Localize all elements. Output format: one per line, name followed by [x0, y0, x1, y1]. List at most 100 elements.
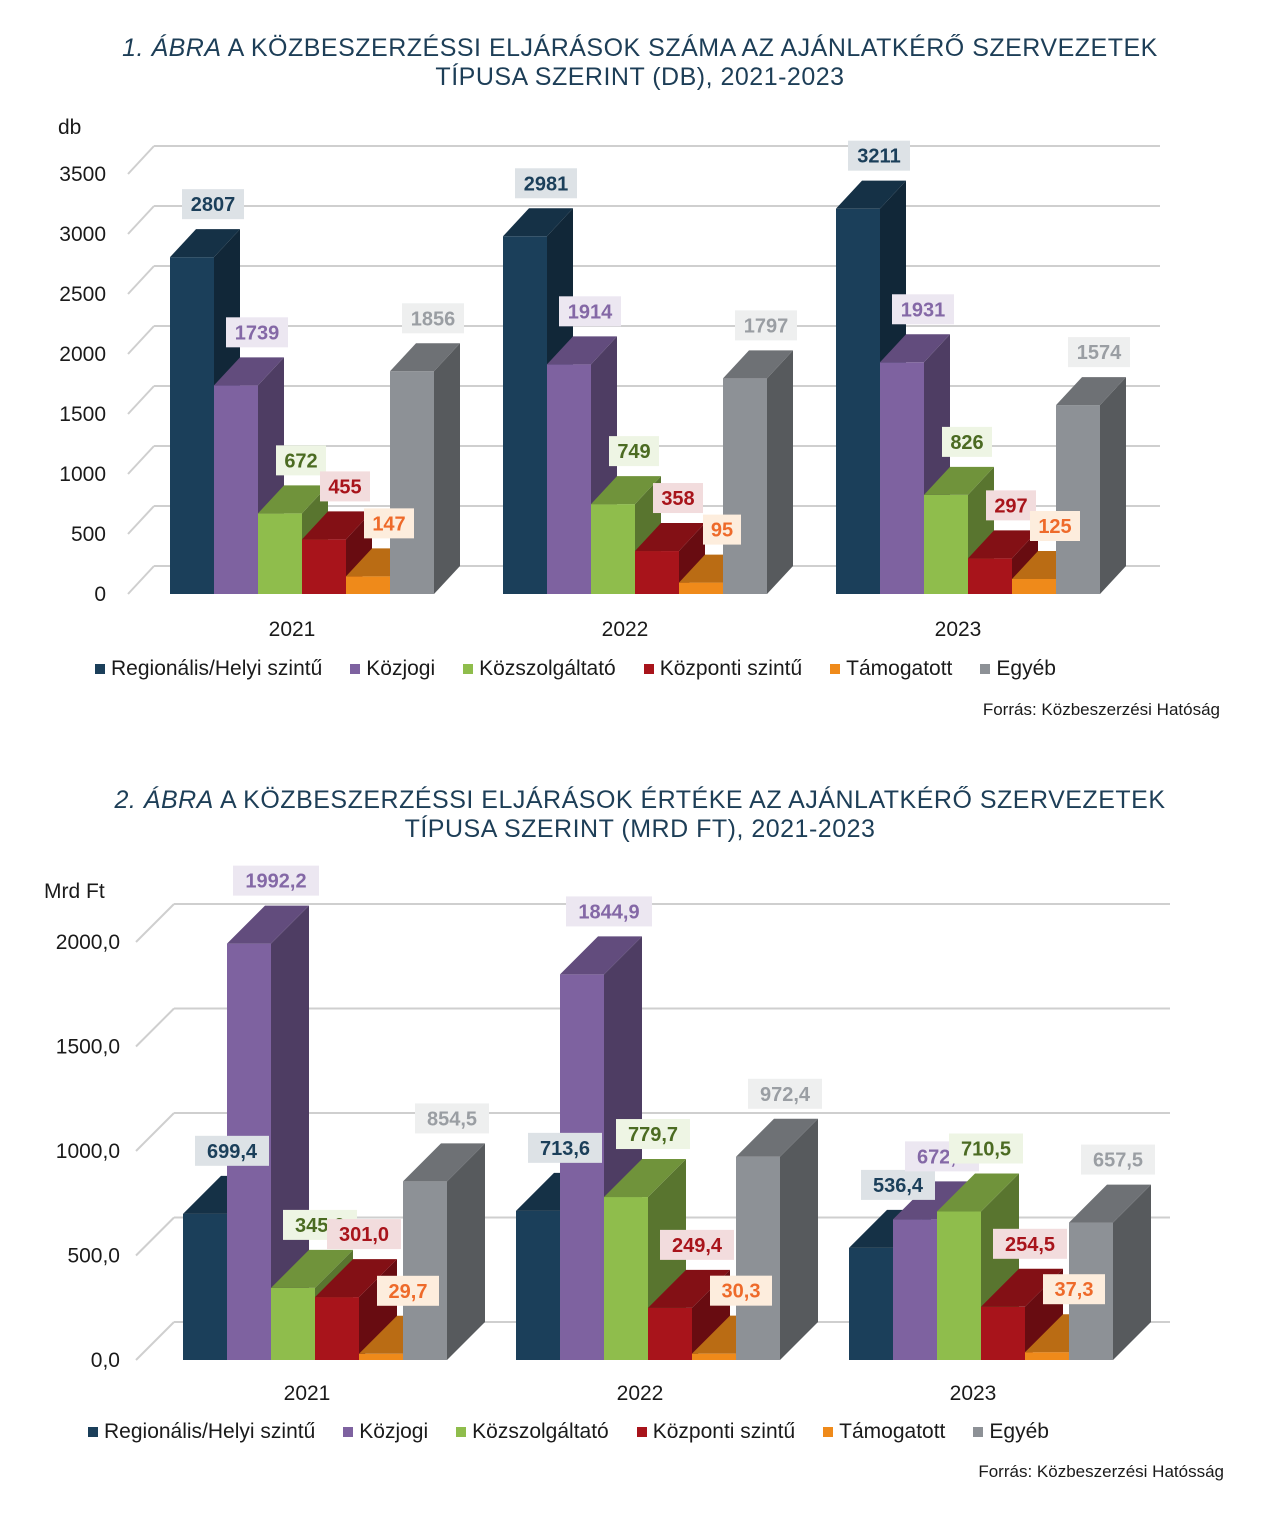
bar-front	[1012, 579, 1056, 594]
bar-front	[271, 1287, 315, 1360]
legend-label: Támogatott	[839, 1420, 946, 1443]
legend-item: Központi szintű	[643, 657, 803, 681]
data-label-background	[364, 508, 414, 539]
data-label: 826	[950, 432, 983, 454]
bar-top	[604, 1159, 686, 1198]
data-label: 2981	[524, 173, 569, 195]
bar-top	[968, 530, 1038, 559]
bar-front	[679, 582, 723, 594]
bar-top	[635, 523, 705, 552]
chart-source: Forrás: Közbeszerzési Hatósság	[978, 1462, 1224, 1481]
bar-front	[183, 1213, 227, 1360]
data-label: 30,3	[722, 1281, 761, 1303]
legend-item: Közszolgáltató	[456, 1420, 609, 1444]
bar-top	[924, 466, 994, 495]
bar-front	[635, 551, 679, 594]
legend-swatch	[95, 664, 105, 674]
bar-top	[836, 180, 906, 209]
data-label-background	[986, 490, 1036, 521]
chart-title-number: 2. ÁBRA	[114, 786, 214, 814]
bar-front	[924, 494, 968, 594]
bar-front	[302, 539, 346, 594]
legend-item: Támogatott	[823, 1420, 945, 1444]
bar-top	[591, 476, 661, 505]
legend-item: Egyéb	[973, 1420, 1049, 1444]
y-tick-label: 1000	[59, 463, 106, 486]
y-tick-label: 0,0	[91, 1349, 120, 1372]
x-category-label: 2021	[284, 1382, 331, 1405]
y-tick-label: 2000	[59, 343, 106, 366]
data-label-background	[528, 1132, 602, 1163]
y-tick-label: 1500,0	[56, 1036, 120, 1059]
data-label-background	[710, 1275, 772, 1306]
bar-front	[836, 208, 880, 594]
y-tick-label: 500,0	[67, 1245, 120, 1268]
bar-front	[1025, 1352, 1069, 1360]
gridline-diagonal	[127, 565, 155, 595]
chart-plot-area: Mrd Ft 0,0 500,0 1000,0 1500,0 2000,0 2021 2022…	[44, 865, 1170, 1405]
y-tick-label: 2500	[59, 283, 106, 306]
chart-1: 1. ÁBRA A KÖZBESZERZÉSSI ELJÁRÁSOK SZÁMA…	[0, 0, 1280, 740]
gridline-diagonal	[135, 1112, 175, 1152]
data-label: 125	[1038, 516, 1071, 538]
gridline-diagonal	[127, 205, 155, 235]
bar-top	[893, 1181, 975, 1220]
bar-top	[723, 350, 793, 379]
x-category-label: 2023	[950, 1382, 997, 1405]
data-label-background	[515, 168, 577, 199]
bar-top	[302, 511, 372, 540]
gridline-diagonal	[127, 265, 155, 295]
gridline-diagonal	[127, 325, 155, 355]
chart-title-text: A KÖZBESZERZÉSSI ELJÁRÁSOK SZÁMA AZ AJÁN…	[227, 34, 1158, 62]
chart-title-line-2: TÍPUSA SZERINT (MRD FT), 2021-2023	[404, 815, 876, 843]
data-label: 713,6	[540, 1138, 590, 1160]
bar-front	[723, 378, 767, 594]
bar	[1056, 377, 1126, 594]
chart-title: 2. ÁBRA A KÖZBESZERZÉSSI ELJÁRÁSOK ÉRTÉK…	[0, 786, 1280, 844]
data-label: 147	[372, 513, 405, 535]
chart-title-text: A KÖZBESZERZÉSSI ELJÁRÁSOK ÉRTÉKE AZ AJÁ…	[219, 786, 1166, 814]
y-tick-label: 3000	[59, 223, 106, 246]
y-axis-unit-label: Mrd Ft	[44, 880, 105, 903]
data-label: 1574	[1077, 342, 1122, 364]
bar-front	[604, 1197, 648, 1360]
data-label: 455	[328, 476, 361, 498]
chart-legend: Regionális/Helyi szintű Közjogi Közszolgál…	[88, 1420, 1077, 1444]
bar-side	[271, 905, 309, 1360]
legend-swatch	[350, 664, 361, 674]
bar-front	[403, 1181, 447, 1360]
legend-item: Támogatott	[830, 657, 952, 681]
bar-top	[547, 336, 617, 365]
gridline-diagonal	[135, 903, 175, 943]
data-label-background	[748, 1078, 822, 1109]
bar-top	[227, 905, 309, 944]
bar-front	[880, 362, 924, 594]
category-group-2021	[170, 229, 460, 594]
data-label: 37,3	[1055, 1279, 1094, 1301]
legend-swatch	[88, 1427, 98, 1437]
legend-label: Közszolgáltató	[472, 1420, 609, 1443]
data-label: 699,4	[207, 1141, 258, 1163]
bar-front	[736, 1156, 780, 1360]
data-label-background	[942, 426, 992, 457]
bar-top	[1069, 1184, 1151, 1223]
x-category-label: 2022	[617, 1382, 664, 1405]
data-label: 749	[617, 441, 650, 463]
y-tick-label: 1000,0	[56, 1140, 120, 1163]
legend-swatch	[456, 1427, 467, 1437]
legend-swatch	[643, 664, 654, 674]
legend-item: Közjogi	[343, 1420, 428, 1444]
bar-top	[214, 357, 284, 386]
legend-label: Egyéb	[996, 657, 1056, 680]
legend-label: Központi szintű	[659, 657, 803, 680]
bar-front	[560, 974, 604, 1360]
data-label: 1914	[568, 301, 613, 323]
gridline-diagonal	[127, 385, 155, 415]
data-label: 2807	[191, 194, 236, 216]
data-label: 1856	[411, 308, 456, 330]
data-label: 657,5	[1093, 1150, 1143, 1172]
bar	[736, 1118, 818, 1360]
bar	[1069, 1184, 1151, 1360]
legend-swatch	[830, 664, 841, 674]
x-category-label: 2021	[269, 618, 316, 641]
